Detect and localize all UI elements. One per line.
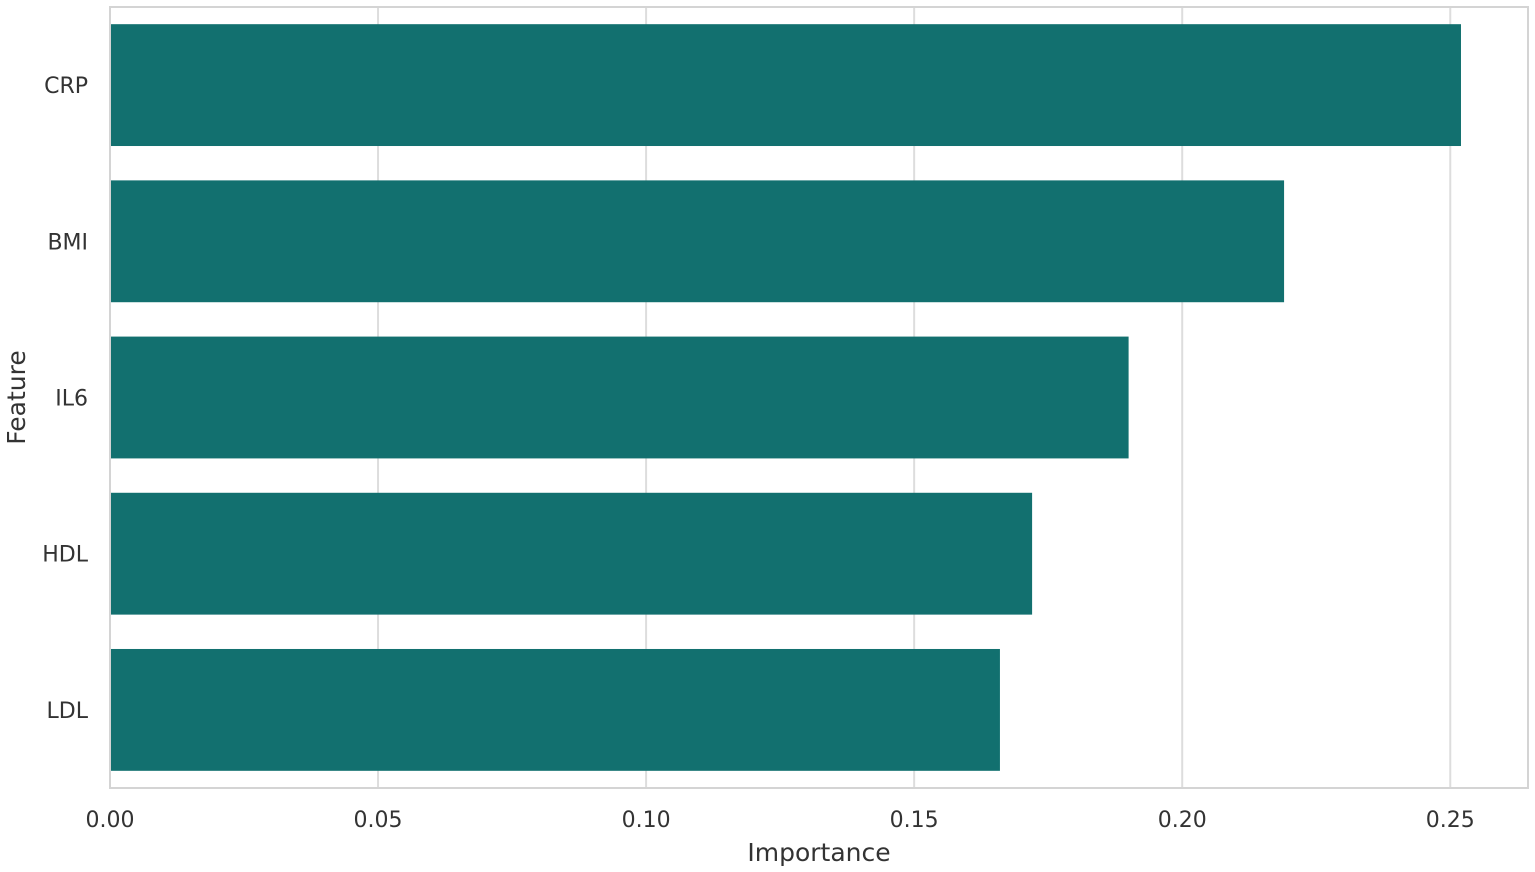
y-tick-labels: CRP BMI IL6 HDL LDL: [42, 74, 88, 724]
y-tick-label-hdl: HDL: [42, 543, 88, 568]
x-tick-labels: 0.00 0.05 0.10 0.15 0.20 0.25: [86, 808, 1475, 833]
x-axis-title: Importance: [747, 838, 890, 867]
bar-ldl: [110, 648, 1000, 771]
bar-hdl: [110, 492, 1033, 615]
x-tick-label: 0.20: [1158, 808, 1207, 833]
x-tick-label: 0.05: [354, 808, 403, 833]
x-tick-label: 0.15: [890, 808, 939, 833]
x-tick-label: 0.00: [86, 808, 135, 833]
y-tick-label-crp: CRP: [44, 74, 88, 99]
bar-il6: [110, 336, 1129, 459]
y-tick-label-il6: IL6: [55, 387, 88, 412]
y-tick-label-ldl: LDL: [47, 699, 89, 724]
x-tick-label: 0.25: [1426, 808, 1475, 833]
bar-crp: [110, 24, 1461, 147]
plot-frame: [109, 6, 1529, 789]
bar-bmi: [110, 180, 1285, 303]
bars: [110, 24, 1461, 771]
y-tick-label-bmi: BMI: [47, 230, 88, 255]
x-tick-label: 0.10: [622, 808, 671, 833]
y-axis-title: Feature: [2, 350, 31, 444]
